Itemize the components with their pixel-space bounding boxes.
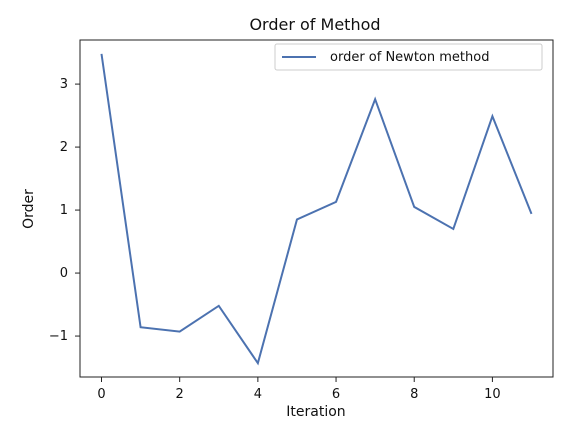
legend: order of Newton method	[274, 43, 543, 71]
legend-label: order of Newton method	[330, 50, 489, 65]
x-tick-label: 6	[332, 387, 340, 402]
legend-box	[274, 43, 543, 71]
x-tick-label: 8	[410, 387, 418, 402]
y-tick-label: 0	[60, 266, 68, 281]
y-axis-ticks: −1 0 1 2 3	[49, 77, 80, 344]
x-axis-label: Iteration	[286, 404, 345, 420]
y-tick-label: −1	[49, 329, 68, 344]
chart-title: Order of Method	[249, 15, 380, 34]
x-tick-label: 4	[254, 387, 262, 402]
plot-area	[79, 39, 554, 378]
x-tick-label: 0	[97, 387, 105, 402]
y-tick-label: 1	[60, 203, 68, 218]
x-axis-ticks: 0 2 4 6 8 10	[97, 377, 501, 402]
y-tick-label: 3	[60, 77, 68, 92]
series-line-order-of-newton-method	[100, 53, 533, 366]
x-tick-label: 2	[176, 387, 184, 402]
y-tick-label: 2	[60, 140, 68, 155]
y-axis-label: Order	[21, 189, 37, 229]
x-tick-label: 10	[484, 387, 501, 402]
